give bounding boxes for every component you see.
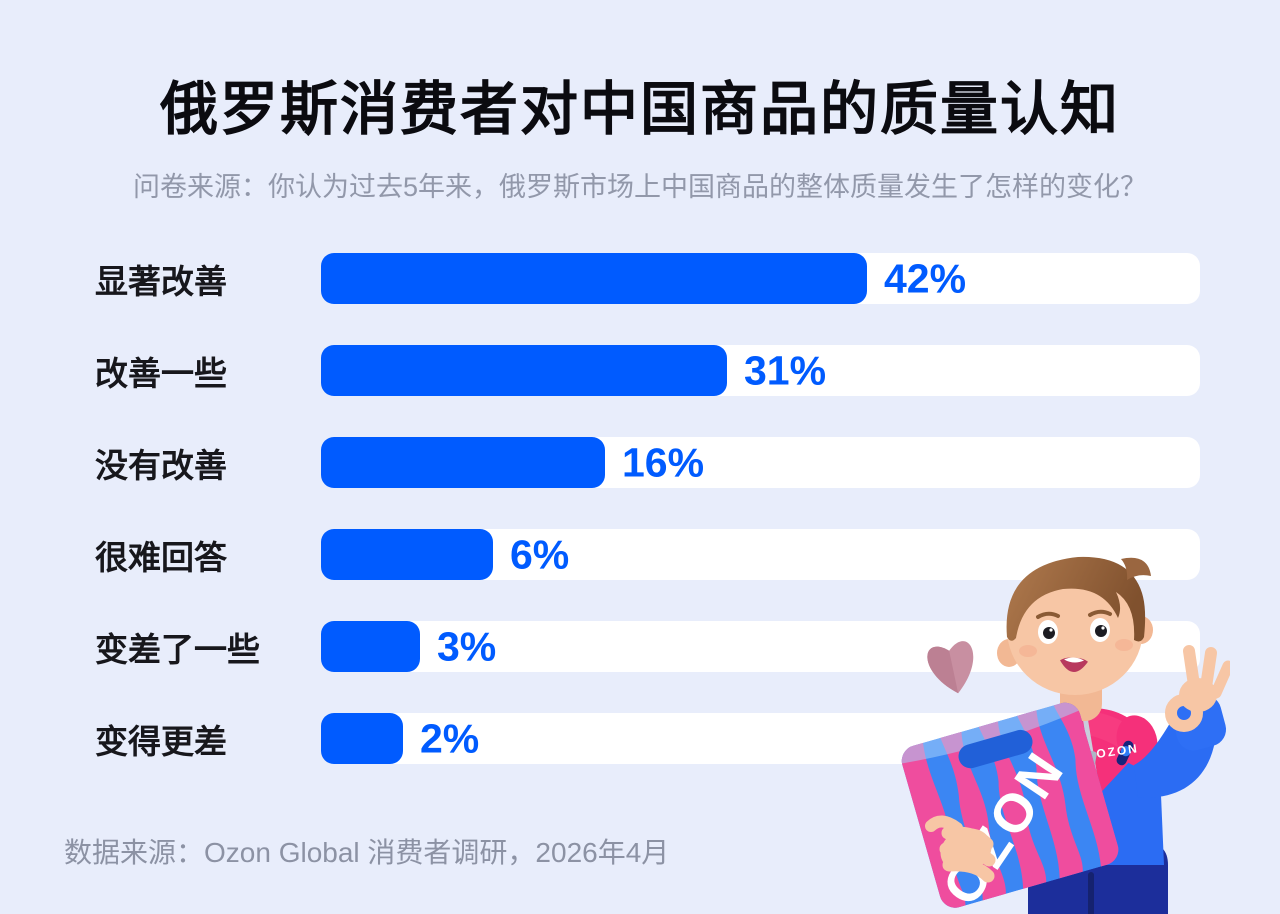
page-title: 俄罗斯消费者对中国商品的质量认知 (159, 77, 1120, 142)
bar-row: 没有改善 16% (0, 437, 1280, 488)
mascot-head (997, 556, 1153, 721)
bar-track: 42% (321, 253, 1200, 304)
mascot-gripping-hand (925, 815, 996, 883)
category-label: 变得更差 (95, 722, 227, 760)
value-label: 16% (622, 439, 705, 485)
bar (321, 529, 493, 580)
bar-row: 显著改善 42% (0, 253, 1280, 304)
value-label: 31% (744, 347, 827, 393)
category-label: 没有改善 (95, 446, 227, 484)
bar-row: 改善一些 31% (0, 345, 1280, 396)
bar-track: 16% (321, 437, 1200, 488)
mascot-eyes (1038, 618, 1110, 644)
category-label: 很难回答 (95, 538, 227, 576)
heart-icon (927, 641, 974, 694)
category-label: 改善一些 (95, 354, 227, 392)
bar (321, 253, 867, 304)
bag-handle-slot (958, 729, 1033, 769)
mascot-mouth (1060, 657, 1088, 672)
value-label: 42% (884, 255, 967, 301)
category-label: 显著改善 (95, 262, 227, 300)
category-label: 变差了一些 (95, 630, 260, 668)
hoodie-ozon-label: OZON (1095, 741, 1139, 761)
bar (321, 713, 403, 764)
bar (321, 345, 727, 396)
value-label: 3% (437, 623, 497, 669)
ok-hand-gesture (1134, 645, 1230, 798)
bar (321, 621, 420, 672)
bar-track: 31% (321, 345, 1200, 396)
value-label: 6% (510, 531, 570, 577)
value-label: 2% (420, 715, 480, 761)
data-source-footer: 数据来源：Ozon Global 消费者调研，2026年4月 (64, 837, 670, 868)
bar (321, 437, 605, 488)
ozon-shopping-bag: OZON (898, 699, 1123, 912)
ozon-mascot-illustration: OZON (898, 556, 1230, 914)
survey-question-subtitle: 问卷来源：你认为过去5年来，俄罗斯市场上中国商品的整体质量发生了怎样的变化？ (132, 172, 1147, 202)
